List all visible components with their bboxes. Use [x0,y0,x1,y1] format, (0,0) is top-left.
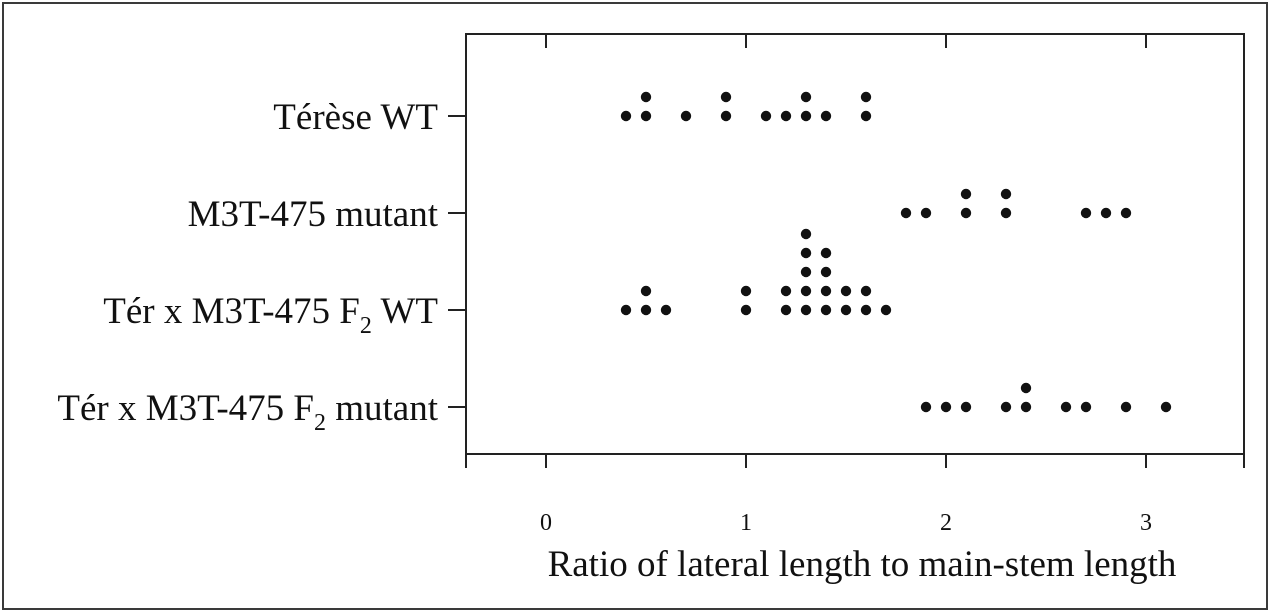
data-point [960,207,972,219]
category-label: Tér x M3T-475 F2 mutant [57,388,438,436]
data-point [760,110,772,122]
x-axis-ticks [465,34,1245,468]
category-label-subscript: 2 [314,410,326,436]
data-point [660,304,672,316]
category-label: M3T-475 mutant [188,194,439,235]
data-point [1000,207,1012,219]
data-point [880,304,892,316]
data-point [1120,207,1132,219]
category-labels: Térèse WT M3T-475 mutant Tér x M3T-475 F2 … [57,97,438,436]
dot-plot: Térèse WT M3T-475 mutant Tér x M3T-475 F2 … [57,33,1245,585]
data-point [640,91,652,103]
data-point [800,247,812,259]
data-point [960,401,972,413]
data-point [780,285,792,297]
category-label-suffix: WT [372,291,438,332]
x-axis-title: Ratio of lateral length to main-stem len… [548,544,1177,585]
data-point [640,110,652,122]
data-point [740,304,752,316]
data-point [960,188,972,200]
category-label-suffix: mutant [326,388,439,429]
data-point [780,304,792,316]
data-point [920,207,932,219]
data-point [800,228,812,240]
category-label: Tér x M3T-475 F2 WT [103,291,438,339]
data-point [820,247,832,259]
category-label-main: Tér x M3T-475 F [57,388,314,429]
data-point [900,207,912,219]
data-points [620,91,1172,413]
category-label-main: Tér x M3T-475 F [103,291,360,332]
data-point [860,91,872,103]
data-point [640,304,652,316]
x-tick-label: 2 [940,510,952,536]
data-point [1080,207,1092,219]
data-point [1160,401,1172,413]
data-point [1020,382,1032,394]
category-label-main: M3T-475 mutant [188,194,439,235]
data-point [1020,401,1032,413]
data-point [860,304,872,316]
data-point [820,285,832,297]
x-axis-tick-labels: 0 1 2 3 [540,510,1152,536]
data-point [800,266,812,278]
data-point [780,110,792,122]
data-point [1120,401,1132,413]
x-tick-label: 1 [740,510,752,536]
data-point [1100,207,1112,219]
data-point [940,401,952,413]
data-point [820,110,832,122]
data-point [740,285,752,297]
category-label-main: Térèse WT [273,97,438,138]
data-point [1080,401,1092,413]
data-point [640,285,652,297]
y-axis-ticks [448,115,466,408]
data-point [720,110,732,122]
data-point [620,304,632,316]
data-point [840,285,852,297]
plot-frame [465,33,1245,455]
data-point [1060,401,1072,413]
data-point [860,110,872,122]
data-point [800,91,812,103]
data-point [920,401,932,413]
data-point [1000,188,1012,200]
data-point [820,266,832,278]
x-tick-label: 0 [540,510,552,536]
data-point [860,285,872,297]
data-point [1000,401,1012,413]
data-point [720,91,732,103]
data-point [680,110,692,122]
data-point [800,285,812,297]
data-point [840,304,852,316]
data-point [800,304,812,316]
x-tick-label: 3 [1140,510,1152,536]
category-label-subscript: 2 [360,313,372,339]
category-label: Térèse WT [273,97,438,138]
data-point [800,110,812,122]
data-point [820,304,832,316]
data-point [620,110,632,122]
